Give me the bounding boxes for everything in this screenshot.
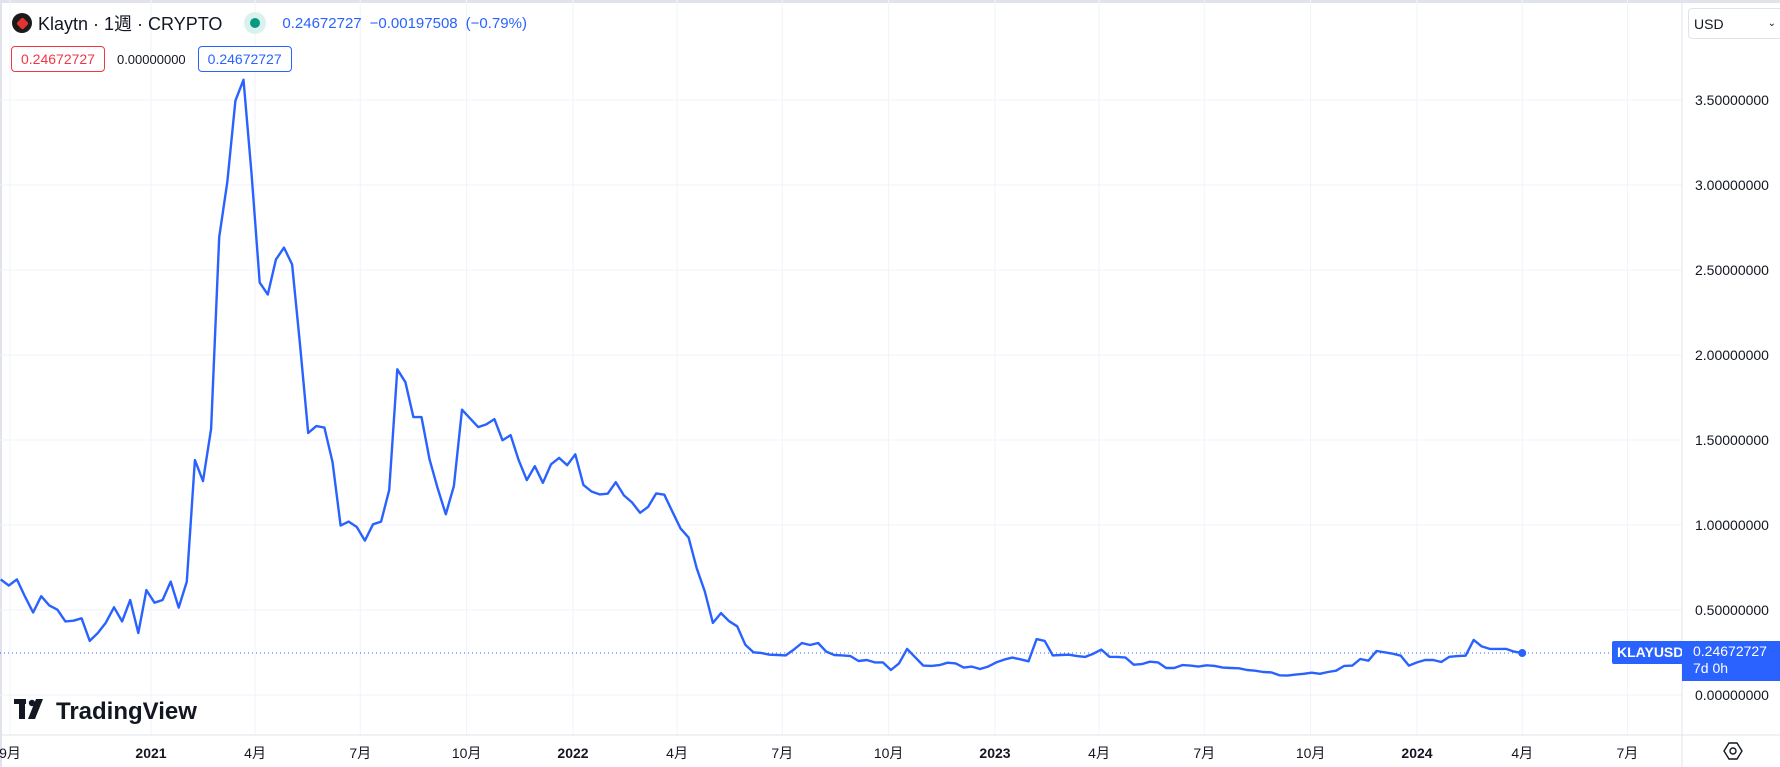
currency-select[interactable]: USD ⌄ (1688, 8, 1780, 39)
x-tick-label: 2022 (557, 745, 588, 761)
market-status-icon[interactable] (244, 12, 267, 34)
x-tick-label: 10月 (452, 745, 482, 761)
legend-value-red: 0.24672727 (11, 46, 105, 72)
y-tick-label: 0.50000000 (1695, 602, 1769, 618)
y-tick-label: 2.50000000 (1695, 262, 1769, 278)
x-tick-label: 2023 (979, 745, 1010, 761)
y-tick-label: 3.50000000 (1695, 92, 1769, 108)
gear-icon[interactable] (1723, 741, 1743, 761)
y-tick-label: 1.50000000 (1695, 432, 1769, 448)
x-tick-label: 4月 (666, 745, 688, 761)
indicator-legend: 0.24672727 0.00000000 0.24672727 (11, 46, 292, 72)
klaytn-logo-icon (12, 13, 32, 33)
x-tick-label: 7月 (1193, 745, 1215, 761)
x-tick-label: 2021 (135, 745, 166, 761)
x-tick-label: 7月 (771, 745, 793, 761)
tradingview-mark-icon (14, 698, 48, 726)
x-tick-label: 9月 (0, 745, 21, 761)
y-tick-label: 0.00000000 (1695, 687, 1769, 703)
chevron-down-icon: ⌄ (1767, 18, 1776, 29)
currency-value: USD (1694, 15, 1724, 32)
tradingview-logo[interactable]: TradingView (14, 698, 197, 726)
symbol-title[interactable]: Klaytn · 1週 · CRYPTO (38, 14, 223, 34)
x-tick-label: 10月 (1296, 745, 1326, 761)
y-tick-label: 3.00000000 (1695, 177, 1769, 193)
last-price: 0.24672727 (282, 14, 362, 32)
window-top-border (0, 0, 1780, 3)
price-series-line[interactable] (0, 78, 1523, 677)
axis-last-price: 0.24672727 (1693, 643, 1767, 659)
last-point-marker (1518, 649, 1527, 658)
price-change: −0.00197508 (369, 14, 458, 32)
window-left-border (0, 0, 2, 767)
legend-value-mid: 0.00000000 (116, 51, 186, 67)
y-tick-label: 1.00000000 (1695, 517, 1769, 533)
bar-countdown: 7d 0h (1693, 660, 1729, 676)
symbol-header: Klaytn · 1週 · CRYPTO 0.24672727 −0.00197… (12, 10, 535, 36)
x-tick-label: 7月 (1617, 745, 1639, 761)
x-tick-label: 4月 (244, 745, 266, 761)
x-tick-label: 4月 (1088, 745, 1110, 761)
last-price-axis-label: 0.24672727 7d 0h (1682, 641, 1780, 681)
x-tick-label: 4月 (1511, 745, 1533, 761)
x-tick-label: 10月 (874, 745, 904, 761)
x-tick-label: 7月 (349, 745, 371, 761)
price-change-percent: (−0.79%) (465, 14, 527, 32)
tradingview-wordmark: TradingView (56, 698, 197, 725)
symbol-price-label: KLAYUSD (1612, 641, 1689, 664)
y-tick-label: 2.00000000 (1695, 347, 1769, 363)
legend-value-blue: 0.24672727 (197, 46, 292, 72)
x-tick-label: 2024 (1401, 745, 1432, 761)
